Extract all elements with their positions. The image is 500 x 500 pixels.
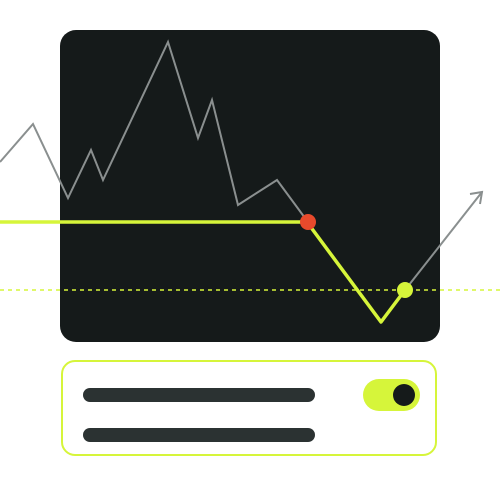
placeholder-text-line [83, 388, 315, 402]
placeholder-text-line [83, 428, 315, 442]
lime-marker-dot [397, 282, 413, 298]
projection-line [404, 191, 483, 291]
trend-line [0, 220, 407, 324]
toggle-knob [393, 384, 415, 406]
price-line [0, 39, 306, 219]
red-marker-dot [300, 214, 316, 230]
toggle-switch[interactable] [363, 379, 420, 411]
settings-card [61, 360, 437, 456]
arrow-up-right-icon [469, 190, 484, 205]
